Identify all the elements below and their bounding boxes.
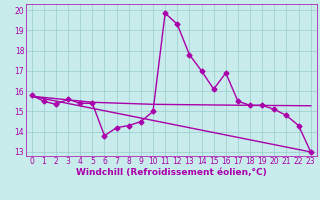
X-axis label: Windchill (Refroidissement éolien,°C): Windchill (Refroidissement éolien,°C) (76, 168, 267, 177)
